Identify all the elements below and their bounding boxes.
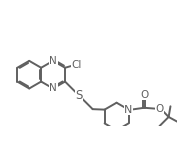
Text: N: N (49, 56, 57, 66)
Text: S: S (75, 89, 83, 102)
Text: O: O (155, 104, 164, 114)
Text: N: N (124, 105, 133, 115)
Text: N: N (49, 83, 57, 93)
Text: Cl: Cl (72, 60, 82, 70)
Text: O: O (140, 90, 148, 100)
